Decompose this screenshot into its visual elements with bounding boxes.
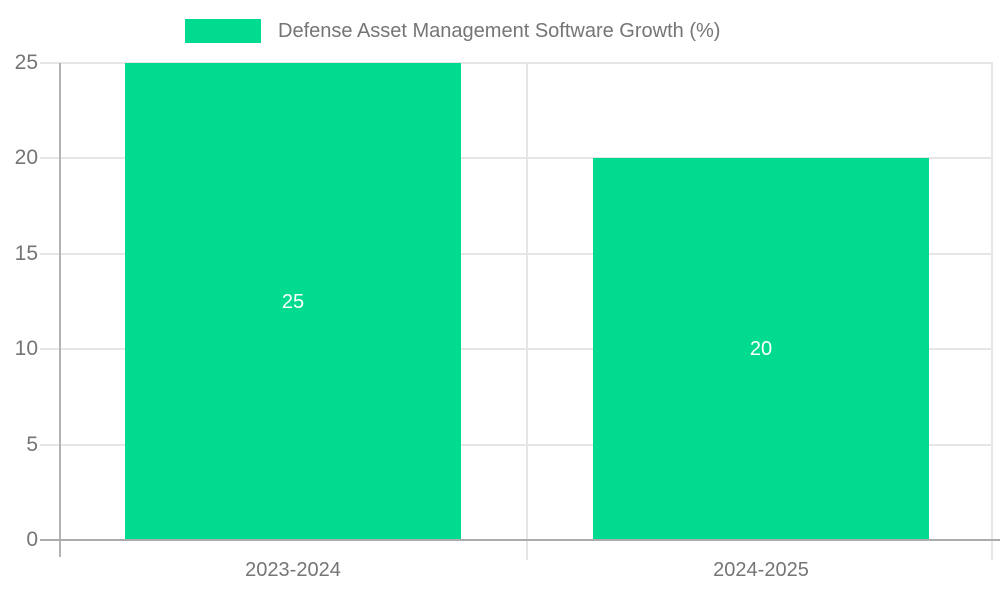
bar-value-label-2023-2024: 25 — [281, 290, 305, 313]
legend-label: Defense Asset Management Software Growth… — [278, 19, 721, 42]
bar-value-label-2024-2025: 20 — [749, 338, 773, 361]
gridline-15 — [40, 253, 993, 255]
y-tick-label-20: 20 — [14, 146, 38, 169]
legend: Defense Asset Management Software Growth… — [185, 19, 720, 43]
legend-swatch — [185, 19, 261, 43]
y-tick-label-25: 25 — [14, 51, 38, 74]
bar-2024-2025: 20 — [593, 158, 929, 540]
category-boundary-line-middle — [526, 63, 528, 560]
x-axis-baseline — [40, 539, 1000, 541]
gridline-25 — [40, 62, 993, 64]
plot-area: 25 20 — [40, 62, 1000, 560]
gridline-10 — [40, 348, 993, 350]
category-boundary-line-right — [991, 63, 993, 560]
y-tick-label-0: 0 — [26, 528, 38, 551]
y-axis-line — [59, 63, 61, 557]
gridline-20 — [40, 157, 993, 159]
x-tick-label-2024-2025: 2024-2025 — [713, 559, 809, 581]
y-tick-label-5: 5 — [26, 433, 38, 456]
y-tick-label-10: 10 — [14, 337, 38, 360]
bar-2023-2024: 25 — [125, 63, 461, 540]
gridline-5 — [40, 444, 993, 446]
x-tick-label-2023-2024: 2023-2024 — [245, 559, 341, 581]
y-tick-label-15: 15 — [14, 242, 38, 265]
